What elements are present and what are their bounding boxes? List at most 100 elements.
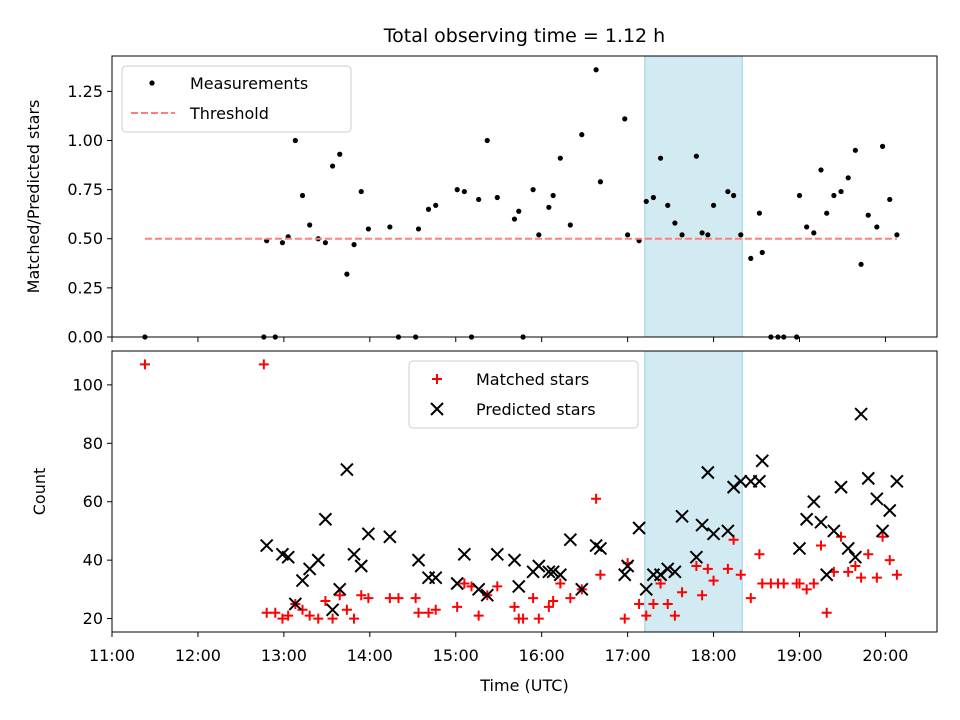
matched-star-point bbox=[697, 590, 708, 601]
measurement-point bbox=[530, 187, 536, 193]
matched-star-point bbox=[533, 613, 544, 624]
predicted-star-point bbox=[450, 576, 464, 591]
measurement-point bbox=[879, 143, 886, 149]
predicted-star-point bbox=[480, 588, 494, 602]
matched-star-point bbox=[452, 601, 463, 612]
matched-star-point bbox=[871, 572, 882, 583]
top-legend-box bbox=[121, 65, 352, 133]
x-tick-label: 11:00 bbox=[89, 646, 135, 665]
measurement-point bbox=[831, 192, 837, 199]
measurement-point bbox=[643, 198, 649, 205]
matched-star-point bbox=[430, 604, 441, 615]
bottom-legend: Matched stars Predicted stars bbox=[408, 360, 639, 429]
chart-title: Total observing time = 1.12 h bbox=[383, 25, 665, 47]
matched-star-point bbox=[702, 563, 713, 574]
predicted-star-point bbox=[734, 474, 748, 488]
predicted-star-point bbox=[333, 582, 347, 597]
y-tick-label: 1.25 bbox=[67, 82, 103, 101]
bottom-panel: 20 40 60 80 100 11:00 12:00 13:00 14:00 15:00 16:0… bbox=[30, 350, 938, 695]
predicted-star-point bbox=[639, 582, 653, 597]
matched-star-point bbox=[393, 593, 404, 604]
measurement-point bbox=[593, 67, 599, 73]
measurement-point bbox=[351, 242, 357, 248]
matched-star-point bbox=[754, 549, 765, 560]
matched-star-point bbox=[778, 578, 789, 589]
predicted-star-point bbox=[632, 521, 646, 535]
matched-star-point bbox=[722, 563, 733, 574]
measurement-point bbox=[433, 202, 439, 208]
predicted-star-point bbox=[311, 553, 325, 567]
measurement-point bbox=[731, 192, 737, 199]
measurement-point bbox=[858, 261, 864, 267]
top-band bbox=[644, 55, 743, 338]
measurement-point bbox=[387, 224, 393, 230]
measurement-point bbox=[597, 179, 604, 185]
predicted-star-point bbox=[827, 524, 841, 538]
measurement-point bbox=[546, 204, 552, 210]
measurement-point bbox=[824, 210, 830, 216]
matched-star-point bbox=[384, 593, 395, 604]
predicted-star-point bbox=[593, 541, 608, 556]
matched-star-point bbox=[413, 607, 424, 618]
measurement-point bbox=[454, 187, 460, 193]
measurement-point bbox=[665, 202, 671, 208]
matched-star-point bbox=[662, 598, 673, 609]
measurement-point bbox=[874, 224, 880, 230]
measurement-point bbox=[672, 220, 678, 226]
measurement-point bbox=[838, 188, 844, 195]
predicted-star-point bbox=[875, 524, 890, 538]
y-tick-label: 1.00 bbox=[67, 131, 103, 150]
predicted-star-point bbox=[318, 512, 333, 526]
matched-star-point bbox=[327, 613, 338, 624]
matched-star-point bbox=[297, 604, 308, 615]
matched-star-point bbox=[258, 359, 269, 370]
bottom-ticks: 20 40 60 80 100 11:00 12:00 13:00 14:00 15:00 16:0… bbox=[72, 375, 908, 665]
measurement-point bbox=[748, 255, 754, 261]
matched-star-point bbox=[277, 613, 288, 624]
measurement-point bbox=[425, 206, 432, 212]
measurement-point bbox=[887, 196, 893, 203]
measurement-point bbox=[358, 188, 364, 195]
predicted-star-point bbox=[695, 518, 709, 532]
matched-star-point bbox=[565, 593, 576, 604]
predicted-star-point bbox=[689, 550, 704, 564]
y-tick-label: 0.25 bbox=[67, 278, 103, 297]
predicted-star-point bbox=[834, 480, 848, 494]
predicted-star-point bbox=[295, 573, 310, 588]
matched-star-point bbox=[410, 593, 421, 604]
measurement-point bbox=[365, 226, 371, 232]
predicted-star-point bbox=[755, 454, 769, 468]
matched-star-point bbox=[691, 560, 702, 571]
matched-star-point bbox=[543, 601, 554, 612]
legend-matched-label: Matched stars bbox=[476, 370, 589, 389]
matched-star-point bbox=[735, 569, 746, 580]
matched-star-point bbox=[648, 598, 659, 609]
matched-star-point bbox=[320, 596, 331, 607]
bottom-legend-box bbox=[408, 360, 639, 429]
predicted-star-point bbox=[546, 565, 560, 579]
matched-star-point bbox=[619, 613, 630, 624]
x-tick-label: 12:00 bbox=[175, 646, 221, 665]
measurement-point bbox=[650, 194, 657, 201]
predicted-star-point bbox=[721, 524, 735, 538]
predicted-star-point bbox=[361, 527, 376, 541]
matched-star-point bbox=[459, 578, 470, 589]
measurement-point bbox=[759, 249, 765, 256]
legend-measurements-label: Measurements bbox=[190, 74, 308, 93]
predicted-star-point bbox=[807, 495, 821, 509]
bottom-band bbox=[644, 350, 743, 633]
measurement-point bbox=[693, 153, 699, 159]
matched-star-point bbox=[423, 607, 434, 618]
predicted-star-point bbox=[428, 570, 443, 585]
matched-star-point bbox=[877, 531, 888, 542]
predicted-star-point bbox=[661, 562, 675, 576]
predicted-star-point bbox=[706, 527, 721, 541]
x-tick-label: 14:00 bbox=[347, 646, 393, 665]
measurement-point bbox=[344, 271, 350, 277]
legend-predicted-label: Predicted stars bbox=[476, 400, 596, 419]
measurement-point bbox=[579, 132, 585, 138]
predicted-star-point bbox=[618, 568, 632, 582]
matched-star-point bbox=[283, 610, 294, 621]
matched-star-point bbox=[891, 569, 902, 580]
predicted-star-point bbox=[820, 568, 834, 582]
